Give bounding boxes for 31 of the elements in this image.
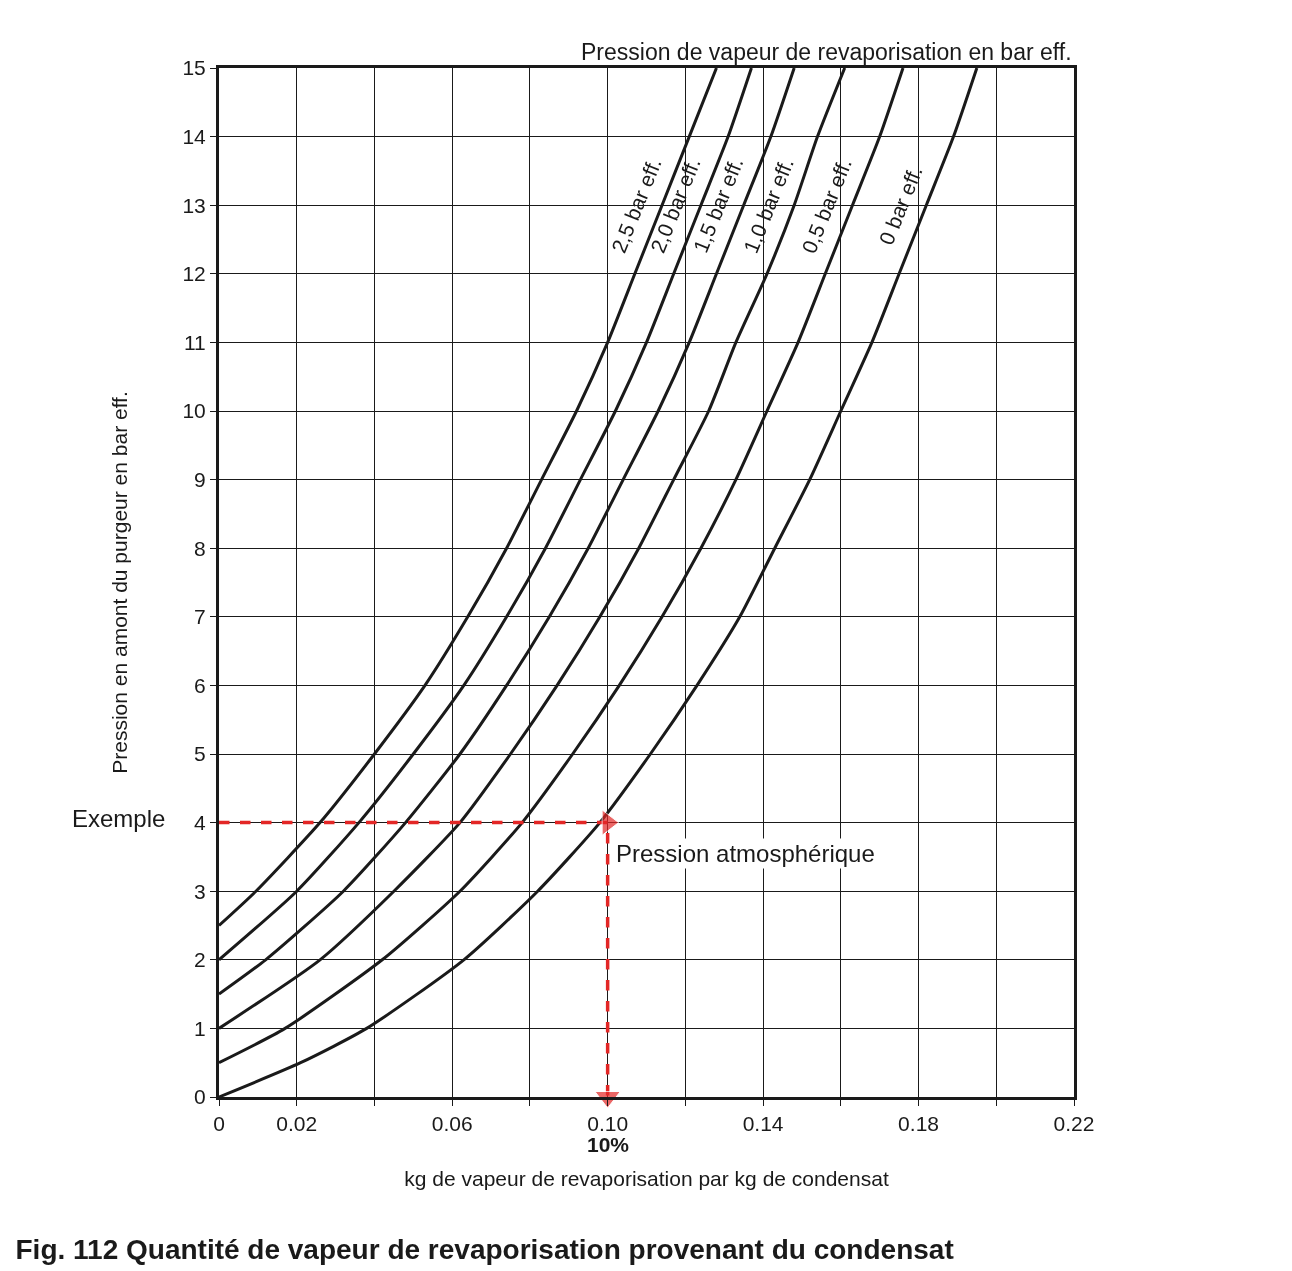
y-tick-label: 8: [194, 536, 206, 560]
annotation: Pression atmosphérique: [616, 840, 875, 867]
y-tick-label: 13: [182, 193, 206, 217]
y-tick-label: 5: [194, 742, 206, 766]
x-tick-label: 0.18: [898, 1112, 939, 1136]
y-tick-label: 1: [194, 1016, 206, 1040]
text: 10%: [587, 1133, 630, 1156]
y-axis-title: Pression en amont du purgeur en bar eff.: [107, 391, 131, 774]
y-tick-label: 11: [183, 330, 206, 354]
x-tick-label: 0.10: [587, 1112, 629, 1136]
y-tick-label: 3: [194, 879, 206, 903]
y-tick-label: 14: [182, 124, 207, 148]
x-tick-label: 0.22: [1053, 1112, 1095, 1136]
y-tick-label: 0: [194, 1085, 206, 1109]
y-tick-label: 4: [194, 810, 207, 834]
x-tick-label: 0.02: [276, 1112, 318, 1136]
x-tick-label: 0.06: [431, 1112, 473, 1136]
y-tick-label: 15: [182, 56, 206, 80]
y-tick-label: 12: [182, 262, 206, 286]
legend-title: Pression de vapeur de revaporisation en bar eff.: [581, 39, 1072, 65]
y-tick-label: 9: [194, 467, 206, 491]
y-tick-label: 2: [194, 948, 206, 972]
y-tick-label: 7: [194, 605, 206, 629]
x-tick-label: 0: [213, 1112, 225, 1136]
y-tick-label: 6: [194, 673, 206, 697]
y-tick-label: 10: [182, 399, 206, 423]
x-tick-label: 0.14: [742, 1112, 784, 1136]
text: Exemple: [72, 805, 166, 832]
x-axis-title: kg de vapeur de revaporisation par kg de condensat: [404, 1167, 889, 1191]
text: 0 bar eff.: [874, 162, 927, 248]
text: Fig. 112 Quantité de vapeur de revaporisation provenant du condensat: [15, 1233, 954, 1265]
